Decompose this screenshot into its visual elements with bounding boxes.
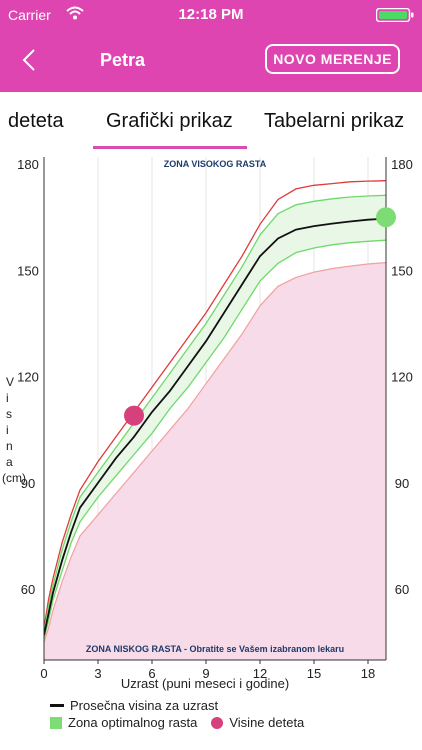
y-tick-label-left: 60 [21, 582, 35, 597]
average-line-swatch [50, 704, 64, 707]
optimal-growth-zone [44, 195, 386, 639]
tab-bar: deteta Grafički prikaz Tabelarni prikaz [0, 92, 422, 152]
optimal-upper-line [44, 194, 386, 632]
nav-bar: Petra NOVO MERENJE [0, 30, 422, 92]
high-zone-label: ZONA VISOKOG RASTA [164, 159, 267, 169]
tab-table-view[interactable]: Tabelarni prikaz [264, 110, 405, 132]
y-tick-label-left: 90 [21, 476, 35, 491]
data-points [124, 207, 396, 426]
y-axis-label-char: V [6, 375, 14, 389]
x-axis-label: Uzrast (puni meseci i godine) [121, 676, 289, 691]
y-axis-label-char: a [6, 455, 13, 469]
child-height-swatch [211, 716, 224, 729]
tab-chart-view[interactable]: Grafički prikaz [106, 110, 233, 132]
tab-child-info[interactable]: deteta [8, 110, 64, 132]
status-bar: Carrier 12:18 PM [0, 0, 422, 30]
x-tick-label: 12 [253, 666, 267, 681]
y-tick-label-left: 150 [17, 263, 39, 278]
optimal-zone-swatch [50, 716, 62, 729]
latest-measurement-point[interactable] [376, 207, 396, 228]
x-ticks: 0 3 6 9 12 15 18 [40, 660, 375, 681]
y-ticks-right: 60 90 120 150 180 [391, 157, 413, 597]
y-tick-label-right: 60 [395, 582, 409, 597]
x-tick-label: 18 [361, 666, 375, 681]
y-tick-label-right: 90 [395, 476, 409, 491]
x-tick-label: 9 [202, 666, 209, 681]
average-height-line [44, 217, 386, 636]
x-tick-label: 0 [40, 666, 47, 681]
y-tick-label-right: 120 [391, 370, 413, 385]
legend: Prosečna visina za uzrast Zona optimalno… [50, 697, 304, 731]
x-tick-label: 6 [148, 666, 155, 681]
y-tick-label-left: 180 [17, 157, 39, 172]
optimal-lower-line [44, 239, 386, 639]
lower-limit-line [44, 262, 386, 643]
y-tick-label-left: 120 [17, 370, 39, 385]
growth-chart: ZONA VISOKOG RASTA ZONA NISKOG RASTA - O… [2, 157, 413, 691]
low-growth-zone [44, 262, 386, 660]
wifi-icon [66, 6, 84, 23]
y-axis-label-char: s [6, 407, 12, 421]
child-height-point[interactable] [124, 405, 144, 426]
active-tab-indicator [93, 146, 247, 149]
x-tick-label: 15 [307, 666, 321, 681]
upper-limit-line [44, 180, 386, 629]
carrier-label: Carrier [8, 7, 51, 23]
legend-average: Prosečna visina za uzrast [50, 697, 304, 714]
low-zone-label: ZONA NISKOG RASTA - Obratite se Vašem iz… [86, 644, 344, 654]
legend-average-label: Prosečna visina za uzrast [70, 698, 219, 713]
x-tick-label: 3 [94, 666, 101, 681]
battery-icon [375, 7, 414, 23]
legend-optimal: Zona optimalnog rasta Visine deteta [50, 714, 304, 731]
y-tick-label-right: 180 [391, 157, 413, 172]
chevron-left-icon [22, 49, 35, 71]
y-axis-label-char: i [6, 423, 9, 437]
page-title: Petra [100, 50, 146, 70]
back-button[interactable] [16, 44, 46, 76]
y-axis-label-char: i [6, 391, 9, 405]
legend-child-label: Visine deteta [229, 715, 305, 730]
y-tick-label-right: 150 [391, 263, 413, 278]
new-measurement-button[interactable]: NOVO MERENJE [265, 44, 400, 74]
y-ticks-left: 60 90 120 150 180 [17, 157, 39, 597]
clock: 12:18 PM [178, 6, 244, 23]
y-axis-label-char: n [6, 439, 13, 453]
y-axis-label-char: (cm) [2, 471, 26, 485]
legend-optimal-label: Zona optimalnog rasta [68, 715, 198, 730]
